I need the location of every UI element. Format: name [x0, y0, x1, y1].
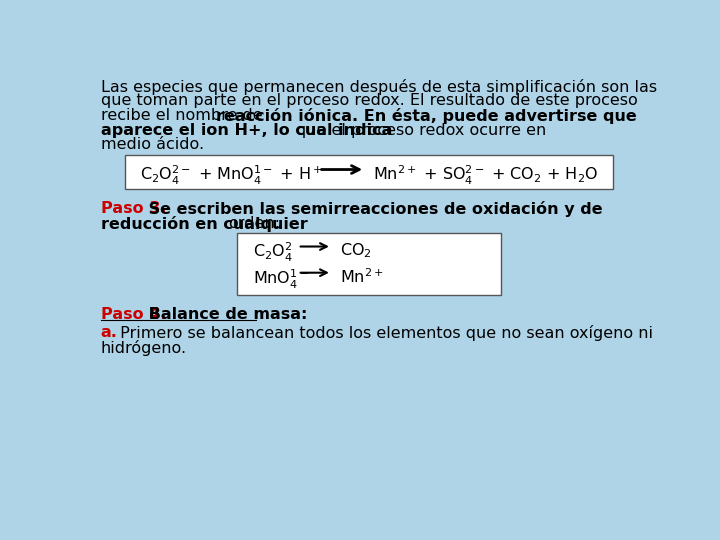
Text: Balance de masa:: Balance de masa: [143, 307, 308, 322]
Text: Se escriben las semirreacciones de oxidación y de: Se escriben las semirreacciones de oxida… [143, 201, 603, 217]
Text: orden:: orden: [228, 215, 280, 231]
Text: Paso 4.: Paso 4. [101, 307, 166, 322]
Text: que el proceso redox ocurre en: que el proceso redox ocurre en [296, 123, 546, 138]
Text: $\mathregular{Mn^{2+}}$ + $\mathregular{SO_4^{2-}}$ + $\mathregular{CO_2}$ + $\m: $\mathregular{Mn^{2+}}$ + $\mathregular{… [373, 164, 598, 187]
Text: Paso 3.: Paso 3. [101, 201, 166, 216]
Text: reducción en cualquier: reducción en cualquier [101, 215, 313, 232]
Text: $\mathregular{Mn^{2+}}$: $\mathregular{Mn^{2+}}$ [340, 267, 383, 286]
Text: aparece el ion H+, lo cual indica: aparece el ion H+, lo cual indica [101, 123, 398, 138]
Text: recibe el nombre de: recibe el nombre de [101, 108, 268, 123]
Text: $\mathregular{C_2O_4^{2}}$: $\mathregular{C_2O_4^{2}}$ [253, 241, 293, 264]
Text: $\mathregular{MnO_4^{1-}}$: $\mathregular{MnO_4^{1-}}$ [253, 267, 309, 291]
Text: que toman parte en el proceso redox. El resultado de este proceso: que toman parte en el proceso redox. El … [101, 93, 638, 109]
FancyBboxPatch shape [125, 155, 613, 189]
Text: hidrógeno.: hidrógeno. [101, 340, 187, 356]
Text: $\mathregular{C_2O_4^{2-}}$ + $\mathregular{MnO_4^{1-}}$ + $\mathregular{H^+}$: $\mathregular{C_2O_4^{2-}}$ + $\mathregu… [140, 164, 323, 187]
Text: a.: a. [101, 325, 118, 340]
FancyBboxPatch shape [238, 233, 500, 295]
Text: medio ácido.: medio ácido. [101, 137, 204, 152]
Text: Primero se balancean todos los elementos que no sean oxígeno ni: Primero se balancean todos los elementos… [114, 325, 653, 341]
Text: Las especies que permanecen después de esta simplificación son las: Las especies que permanecen después de e… [101, 79, 657, 94]
Text: reacción iónica. En ésta, puede advertirse que: reacción iónica. En ésta, puede advertir… [215, 108, 636, 124]
Text: $\mathregular{CO_2}$: $\mathregular{CO_2}$ [340, 241, 372, 260]
